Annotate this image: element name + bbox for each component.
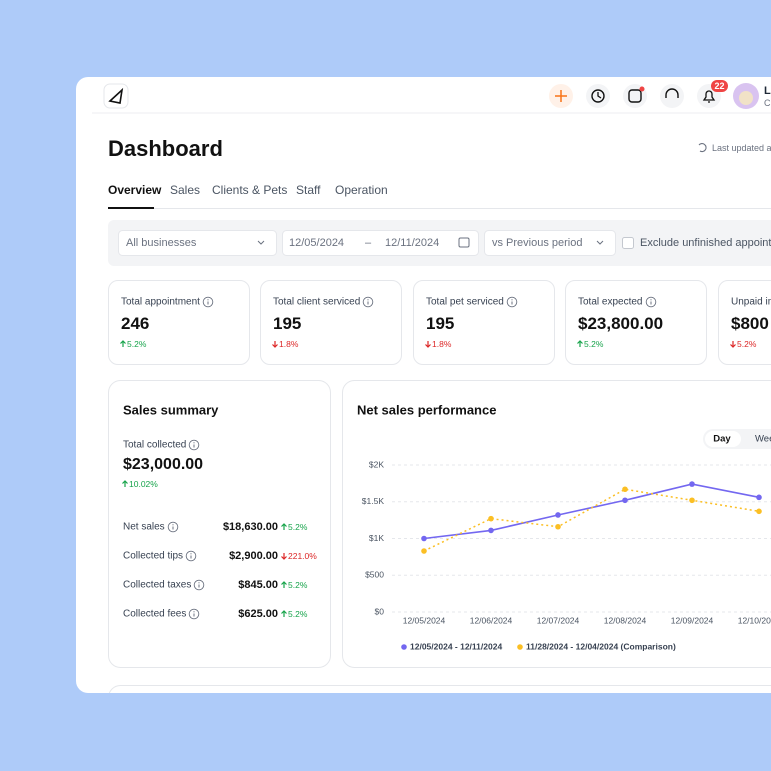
summary-value: $845.00 xyxy=(238,579,278,591)
stat-change: 1.8% xyxy=(279,339,299,349)
tab[interactable]: Overview xyxy=(108,183,162,197)
decor-layer xyxy=(92,80,771,693)
stat-value: 195 xyxy=(426,314,455,333)
summary-label: Collected taxes xyxy=(123,579,192,591)
stat-label: Unpaid in xyxy=(731,296,771,308)
summary-label: Collected tips xyxy=(123,550,184,562)
sales-summary-card xyxy=(108,380,331,668)
total-label: Total collected xyxy=(123,439,187,451)
card-title: Sales summary xyxy=(123,402,219,418)
exclude-label: Exclude unfinished appoint xyxy=(640,237,771,249)
page-title: Dashboard xyxy=(108,136,223,161)
summary-value: $18,630.00 xyxy=(222,521,278,533)
stat-card xyxy=(260,280,402,365)
summary-label: Collected fees xyxy=(123,608,187,620)
stat-label: Total pet serviced xyxy=(426,296,504,308)
chevron xyxy=(596,240,604,245)
refresh-icon[interactable] xyxy=(698,143,707,153)
business-select[interactable] xyxy=(118,230,277,256)
stat-value: $23,800.00 xyxy=(578,314,664,333)
dashboard-panel: $0 $500 $1K $1.5K $2K 12/05/2024 12/06/2024 12/… xyxy=(76,77,771,693)
support-button[interactable] xyxy=(660,84,684,108)
summary-value: $2,900.00 xyxy=(229,550,278,562)
tab[interactable]: Staff xyxy=(296,183,321,197)
upload-icon xyxy=(628,89,642,103)
stat-value: 195 xyxy=(273,314,302,333)
upload-dot xyxy=(639,86,645,92)
stat-label: Total client serviced xyxy=(273,296,361,308)
logo-mark xyxy=(108,87,124,104)
tab[interactable]: Sales xyxy=(170,183,201,197)
stat-card xyxy=(718,280,771,365)
headset-icon xyxy=(665,88,679,98)
avatar-face xyxy=(739,91,753,105)
comparison-filter: vs Previous period xyxy=(492,237,583,249)
notification-count: 22 xyxy=(714,81,725,91)
summary-change: 221.0% xyxy=(288,551,317,561)
clock-icon xyxy=(591,89,605,103)
exclude-checkbox[interactable] xyxy=(622,237,634,249)
date-range[interactable] xyxy=(282,230,479,256)
chart-title: Net sales performance xyxy=(357,402,497,418)
stat-change: 1.8% xyxy=(432,339,452,349)
chevron xyxy=(257,240,265,245)
next-card xyxy=(108,685,771,693)
total-change: 10.02% xyxy=(129,479,158,489)
period-option[interactable]: Wee xyxy=(755,433,771,445)
tab[interactable]: Operation xyxy=(335,183,388,197)
calendar-icon xyxy=(458,237,470,248)
add-icon xyxy=(555,90,567,102)
user-role: C xyxy=(764,98,771,108)
stat-value: $800 xyxy=(731,314,769,333)
period-toggle-active[interactable] xyxy=(705,431,741,447)
summary-change: 5.2% xyxy=(288,580,308,590)
start-date: 12/05/2024 xyxy=(289,237,345,249)
stat-card xyxy=(565,280,707,365)
comparison-select[interactable] xyxy=(484,230,616,256)
stat-change: 5.2% xyxy=(584,339,604,349)
date-separator: – xyxy=(364,237,372,249)
stat-label: Total appointment xyxy=(121,296,200,308)
summary-change: 5.2% xyxy=(288,609,308,619)
user-name: Li xyxy=(764,85,771,97)
summary-label: Net sales xyxy=(123,521,165,533)
summary-change: 5.2% xyxy=(288,522,308,532)
stat-label: Total expected xyxy=(578,296,643,308)
end-date: 12/11/2024 xyxy=(385,237,440,249)
stat-change: 5.2% xyxy=(737,339,757,349)
tab[interactable]: Clients & Pets xyxy=(212,183,288,197)
net-sales-card xyxy=(342,380,771,668)
stat-value: 246 xyxy=(121,314,150,333)
stat-card xyxy=(413,280,555,365)
stat-card xyxy=(108,280,250,365)
total-value: $23,000.00 xyxy=(123,456,204,473)
last-updated: Last updated a xyxy=(712,143,771,153)
notification-badge xyxy=(711,80,728,92)
stat-change: 5.2% xyxy=(127,339,147,349)
clock-hands xyxy=(597,92,602,99)
business-filter: All businesses xyxy=(126,237,197,249)
bell-icon xyxy=(702,90,716,103)
summary-value: $625.00 xyxy=(238,608,278,620)
period-option[interactable]: Day xyxy=(713,433,731,445)
